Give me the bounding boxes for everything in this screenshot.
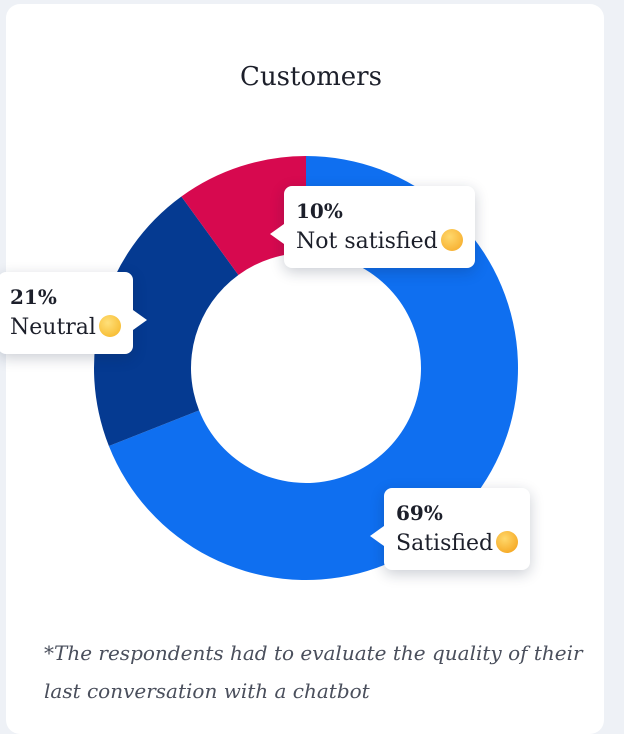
- donut-chart: [93, 156, 518, 581]
- callout-neutral-label: Neutral: [10, 315, 96, 340]
- unamused-face-icon: [440, 229, 463, 251]
- callout-neutral-percent: 21%: [10, 285, 57, 309]
- callout-not-satisfied-label: Not satisfied: [296, 229, 438, 254]
- chart-title: Customers: [240, 62, 382, 92]
- neutral-face-icon: [98, 315, 121, 337]
- donut-slice-neutral: [93, 196, 239, 447]
- callout-satisfied: 69% Satisfied: [369, 488, 531, 570]
- callout-not-satisfied-percent: 10%: [296, 199, 343, 223]
- callout-not-satisfied: 10% Not satisfied: [270, 186, 475, 268]
- heart-eyes-face-icon: [496, 531, 519, 553]
- callout-satisfied-label: Satisfied: [396, 531, 494, 556]
- donut-slice-not-satisfied: [181, 156, 306, 275]
- footnote: *The respondents had to evaluate the qua…: [44, 641, 583, 703]
- callout-neutral: 21% Neutral: [0, 272, 147, 354]
- callout-satisfied-percent: 69%: [396, 501, 443, 525]
